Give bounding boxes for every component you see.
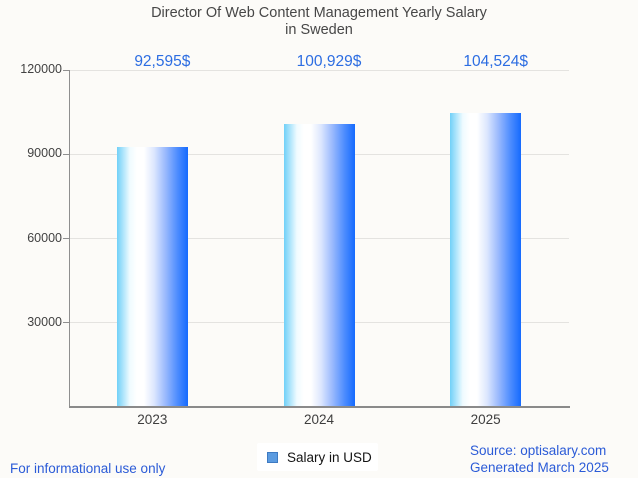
informational-note: For informational use only	[10, 461, 166, 476]
generated-date: Generated March 2025	[470, 460, 609, 475]
gridline-120000	[69, 69, 569, 71]
ytick-mark-90000	[63, 153, 69, 155]
y-axis-line	[69, 70, 70, 407]
xtick-label-2024: 2024	[303, 412, 335, 427]
legend-swatch-icon	[267, 451, 278, 463]
value-label-2024: 100,929$	[296, 53, 362, 70]
value-label-2023: 92,595$	[134, 53, 191, 70]
bar-2024[interactable]	[283, 123, 355, 407]
ytick-label-30000: 30000	[27, 314, 62, 329]
chart-title-line2: in Sweden	[285, 22, 353, 38]
xtick-label-2023: 2023	[137, 412, 168, 427]
ytick-label-90000: 90000	[27, 146, 62, 161]
ytick-mark-30000	[63, 322, 69, 324]
ytick-label-60000: 60000	[27, 230, 62, 245]
bar-2023[interactable]	[116, 146, 188, 407]
chart-title: Director Of Web Content Management Yearl…	[0, 5, 638, 39]
ytick-mark-60000	[63, 238, 69, 239]
legend-label: Salary in USD	[287, 449, 372, 465]
x-axis-line	[69, 406, 570, 408]
bar-2025[interactable]	[450, 113, 522, 407]
source-block: Source: optisalary.com Generated March 2…	[470, 442, 609, 476]
source-link[interactable]: Source: optisalary.com	[470, 443, 607, 458]
chart-title-line1: Director Of Web Content Management Yearl…	[151, 5, 487, 21]
legend[interactable]: Salary in USD	[257, 443, 378, 471]
xtick-label-2025: 2025	[470, 412, 501, 427]
value-label-2025: 104,524$	[463, 53, 528, 70]
ytick-mark-120000	[63, 69, 69, 71]
ytick-label-120000: 120000	[20, 62, 62, 76]
